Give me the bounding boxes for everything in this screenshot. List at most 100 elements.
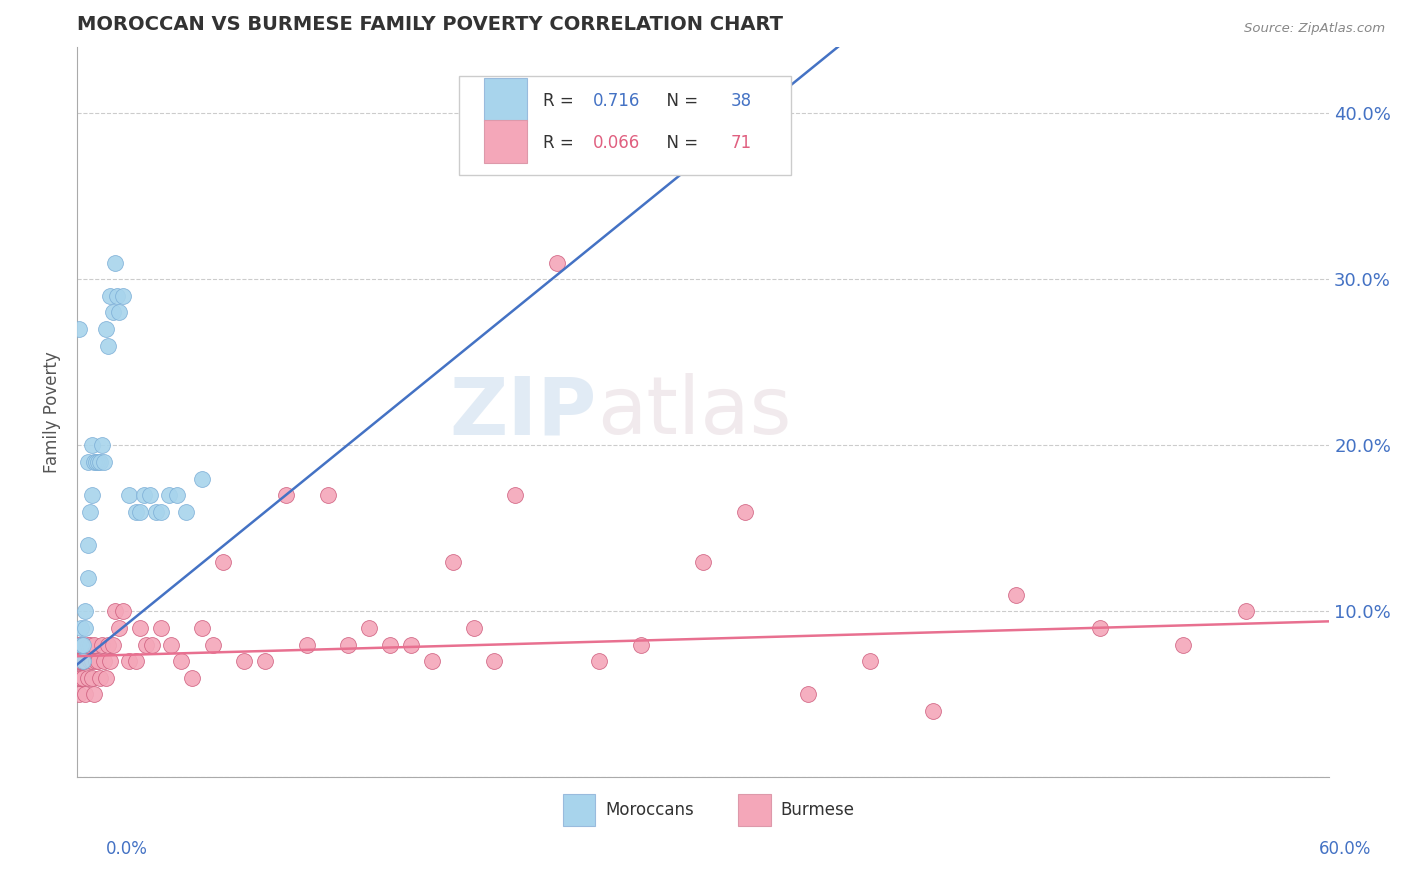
Point: [316, 488, 339, 502]
Point: [170, 654, 193, 668]
Point: [253, 654, 276, 668]
Point: [75, 621, 97, 635]
FancyBboxPatch shape: [562, 794, 596, 826]
Point: [91, 438, 114, 452]
Point: [108, 305, 131, 319]
FancyBboxPatch shape: [458, 76, 790, 175]
Text: atlas: atlas: [596, 373, 792, 451]
Point: [67, 654, 90, 668]
Point: [108, 621, 131, 635]
Point: [118, 654, 141, 668]
Text: N =: N =: [655, 92, 703, 110]
Point: [588, 654, 610, 668]
Point: [149, 621, 172, 635]
Point: [139, 488, 162, 502]
Point: [76, 571, 98, 585]
Point: [212, 555, 235, 569]
Point: [859, 654, 882, 668]
Point: [72, 654, 94, 668]
Point: [135, 638, 157, 652]
Text: R =: R =: [543, 92, 579, 110]
Point: [67, 687, 90, 701]
Point: [70, 671, 93, 685]
Point: [91, 638, 114, 652]
Point: [70, 638, 93, 652]
Y-axis label: Family Poverty: Family Poverty: [44, 351, 60, 473]
Point: [101, 638, 124, 652]
Point: [174, 505, 197, 519]
Point: [100, 654, 122, 668]
Point: [141, 638, 163, 652]
Point: [76, 638, 98, 652]
Point: [105, 289, 128, 303]
Point: [83, 455, 105, 469]
Point: [89, 671, 111, 685]
Point: [734, 505, 756, 519]
Point: [463, 621, 485, 635]
Point: [166, 488, 188, 502]
Point: [295, 638, 318, 652]
Point: [72, 671, 94, 685]
Point: [111, 289, 134, 303]
Point: [80, 488, 103, 502]
Point: [96, 671, 118, 685]
Point: [128, 621, 150, 635]
Point: [76, 455, 98, 469]
Point: [75, 604, 97, 618]
Point: [484, 654, 506, 668]
Point: [1234, 604, 1257, 618]
Point: [80, 654, 103, 668]
Point: [128, 505, 150, 519]
Point: [337, 638, 360, 652]
Point: [546, 255, 568, 269]
Text: ZIP: ZIP: [450, 373, 596, 451]
Point: [274, 488, 297, 502]
Text: R =: R =: [543, 134, 579, 152]
Point: [157, 488, 180, 502]
Text: Burmese: Burmese: [780, 801, 855, 820]
Text: 71: 71: [731, 134, 752, 152]
Point: [921, 704, 943, 718]
Point: [359, 621, 381, 635]
Point: [191, 471, 214, 485]
Point: [118, 488, 141, 502]
Point: [441, 555, 464, 569]
Point: [76, 671, 98, 685]
Point: [97, 338, 120, 352]
Point: [149, 505, 172, 519]
Point: [72, 638, 94, 652]
Point: [104, 255, 127, 269]
Point: [201, 638, 224, 652]
Point: [100, 289, 122, 303]
Point: [87, 455, 110, 469]
Point: [70, 621, 93, 635]
Point: [97, 638, 120, 652]
Point: [72, 638, 94, 652]
Point: [75, 654, 97, 668]
Point: [104, 604, 127, 618]
Point: [87, 654, 110, 668]
Point: [76, 538, 98, 552]
Point: [72, 654, 94, 668]
Point: [145, 505, 167, 519]
FancyBboxPatch shape: [484, 78, 527, 121]
Point: [80, 438, 103, 452]
FancyBboxPatch shape: [484, 120, 527, 163]
Point: [96, 322, 118, 336]
Point: [89, 455, 111, 469]
Point: [1173, 638, 1195, 652]
Point: [67, 322, 90, 336]
Text: Moroccans: Moroccans: [606, 801, 695, 820]
Point: [70, 638, 93, 652]
Text: 60.0%: 60.0%: [1319, 840, 1371, 858]
FancyBboxPatch shape: [738, 794, 770, 826]
Point: [93, 455, 115, 469]
Text: Source: ZipAtlas.com: Source: ZipAtlas.com: [1244, 22, 1385, 36]
Point: [692, 555, 714, 569]
Point: [79, 638, 101, 652]
Point: [630, 638, 652, 652]
Text: 0.0%: 0.0%: [105, 840, 148, 858]
Point: [399, 638, 422, 652]
Point: [80, 671, 103, 685]
Point: [378, 638, 401, 652]
